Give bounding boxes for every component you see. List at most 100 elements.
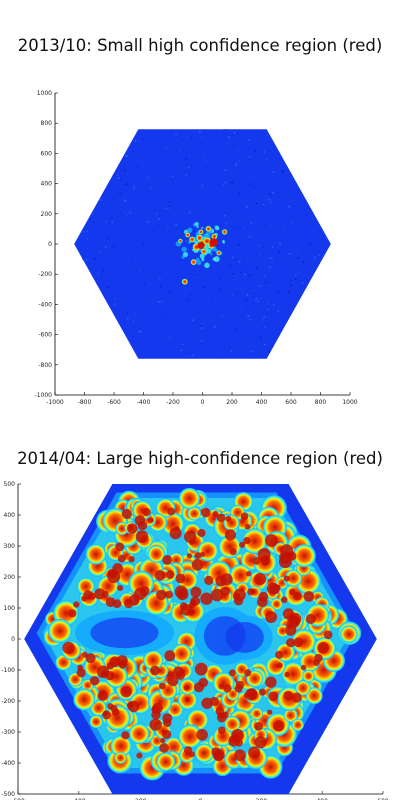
noise-speck (169, 290, 172, 293)
high-confidence-spot (109, 656, 121, 668)
plot2-x-tick-label: -400 (72, 798, 86, 800)
noise-speck (266, 308, 269, 311)
noise-speck (160, 300, 163, 303)
noise-speck (254, 149, 257, 152)
plot2-x-tick-label: -600 (11, 798, 25, 800)
noise-speck (220, 274, 223, 277)
noise-speck (196, 276, 198, 279)
noise-speck (175, 224, 178, 227)
noise-speck (144, 283, 146, 286)
low-confidence-gap-core (225, 622, 264, 653)
high-confidence-spot (254, 736, 267, 749)
noise-speck (238, 192, 241, 195)
high-confidence-spot (252, 557, 261, 565)
noise-speck (142, 137, 145, 140)
plot1-x-tick-label: -600 (107, 399, 121, 406)
high-confidence-spot (212, 749, 225, 762)
noise-speck (166, 289, 168, 291)
noise-speck (125, 283, 127, 285)
high-confidence-spot (283, 690, 293, 701)
chart-title-2014: 2014/04: Large high-confidence region (r… (17, 449, 383, 468)
plot1-y-tick-label: 1000 (37, 90, 52, 97)
noise-speck (111, 216, 113, 219)
noise-speck (301, 261, 304, 264)
noise-speck (278, 251, 281, 254)
plot2-x-tick-label: 200 (256, 798, 268, 800)
high-confidence-spot (200, 592, 213, 605)
noise-speck (289, 270, 292, 272)
noise-speck (123, 169, 126, 172)
noise-speck (292, 222, 294, 224)
noise-speck (197, 180, 199, 182)
high-confidence-spot (191, 558, 204, 571)
halo-speck (222, 241, 225, 244)
noise-speck (111, 221, 114, 224)
noise-speck (147, 176, 150, 179)
hotspot (89, 715, 103, 729)
high-confidence-spot (240, 512, 249, 521)
noise-speck (250, 221, 253, 224)
noise-speck (89, 217, 92, 220)
noise-speck (246, 294, 249, 297)
plot2-y-tick-label: 0 (11, 636, 15, 643)
noise-speck (158, 218, 161, 221)
hotspot (110, 735, 132, 757)
noise-speck (268, 351, 271, 353)
noise-speck (246, 306, 248, 308)
plot1-x-tick-label: -1000 (46, 399, 64, 406)
hotspot (198, 229, 204, 235)
noise-speck (266, 134, 268, 136)
high-confidence-spot (229, 548, 237, 556)
noise-speck (200, 340, 203, 342)
high-confidence-spot (194, 552, 202, 559)
hotspot (181, 278, 188, 285)
noise-speck (259, 336, 262, 339)
noise-speck (224, 168, 227, 171)
noise-speck (251, 340, 253, 342)
high-confidence-spot (300, 664, 307, 671)
noise-speck (104, 245, 107, 249)
hotspot (211, 233, 218, 240)
high-confidence-spot (245, 688, 258, 701)
noise-speck (125, 294, 127, 296)
hotspot (194, 743, 214, 763)
noise-speck (318, 254, 321, 256)
noise-speck (108, 203, 110, 205)
noise-speck (167, 207, 169, 210)
high-confidence-spot (120, 685, 132, 698)
noise-speck (239, 227, 241, 230)
high-confidence-spot (62, 641, 75, 655)
noise-speck (249, 228, 252, 230)
noise-speck (112, 245, 115, 248)
noise-speck (267, 317, 269, 319)
high-confidence-spot (225, 515, 232, 522)
noise-speck (248, 156, 251, 158)
high-confidence-spot (323, 630, 333, 640)
high-confidence-spot (73, 601, 80, 608)
noise-speck (227, 136, 230, 139)
high-confidence-spot (258, 688, 267, 696)
heatmap-2013: -1000 -800 -600 -400 -200 0 200 400 600 800 1000 -1… (35, 90, 358, 406)
noise-speck (235, 164, 238, 167)
noise-speck (255, 266, 258, 269)
noise-speck (232, 294, 234, 296)
noise-speck (124, 184, 126, 186)
noise-speck (267, 301, 269, 303)
plot1-y-tick-label: -800 (38, 362, 52, 369)
noise-speck (179, 149, 181, 151)
noise-speck (242, 320, 244, 322)
noise-speck (105, 220, 107, 222)
chart-title-2013: 2013/10: Small high confidence region (r… (17, 36, 383, 55)
hotspot (178, 238, 183, 244)
noise-speck (222, 346, 225, 349)
noise-speck (172, 175, 174, 178)
high-confidence-spot (117, 584, 124, 592)
high-confidence-spot (285, 624, 297, 636)
noise-speck (86, 230, 89, 232)
high-confidence-spot (188, 751, 195, 758)
high-confidence-spot (243, 536, 251, 545)
noise-speck (199, 217, 201, 219)
noise-speck (216, 265, 218, 267)
high-confidence-spot (148, 517, 154, 524)
high-confidence-spot (156, 589, 167, 601)
